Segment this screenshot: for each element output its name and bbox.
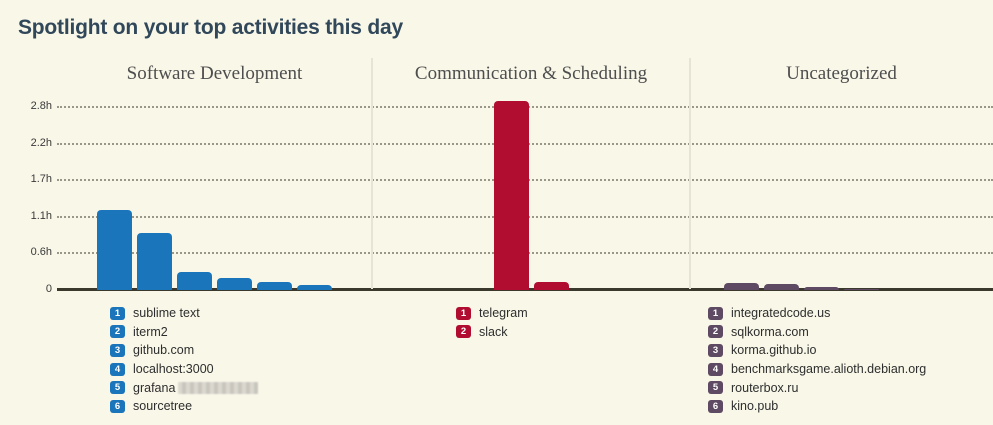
category-title-uncategorized: Uncategorized	[786, 63, 897, 84]
legend-rank-badge: 2	[110, 325, 125, 339]
legend-rank-badge: 6	[708, 399, 723, 413]
legend-item[interactable]: 3 korma.github.io	[708, 341, 926, 360]
legend-rank-badge: 1	[456, 306, 471, 320]
legend-uncategorized: 1 integratedcode.us 2 sqlkorma.com 3 korma.gi…	[708, 304, 926, 416]
bar-sqlkorma-com[interactable]	[764, 283, 799, 290]
legend-item-label: localhost:3000	[133, 362, 214, 377]
legend-rank-badge: 5	[110, 381, 125, 395]
page-title: Spotlight on your top activities this da…	[18, 16, 403, 39]
legend-item-label: grafana	[133, 380, 176, 395]
legend-item[interactable]: 3 github.com	[110, 341, 258, 360]
legend-rank-badge: 3	[110, 343, 125, 357]
y-axis-tick-label: 2.2h	[30, 136, 52, 149]
legend-item[interactable]: 1 sublime text	[110, 304, 258, 323]
legend-item-label: benchmarksgame.alioth.debian.org	[731, 362, 927, 377]
category-separator-line	[689, 58, 691, 289]
legend-item-label: sourcetree	[133, 399, 193, 414]
legend-item[interactable]: 4 localhost:3000	[110, 360, 258, 379]
bar-telegram[interactable]	[493, 100, 529, 290]
legend-item[interactable]: 4 benchmarksgame.alioth.debian.org	[708, 360, 926, 379]
legend-item-label: telegram	[479, 306, 528, 321]
legend-item[interactable]: 6 kino.pub	[708, 397, 926, 416]
legend-item-label: sqlkorma.com	[731, 324, 809, 339]
blurred-redaction	[178, 381, 259, 394]
legend-rank-badge: 3	[708, 343, 723, 357]
bar-korma-github-io[interactable]	[804, 286, 839, 290]
legend-item[interactable]: 1 telegram	[456, 304, 528, 323]
legend-item-label: integratedcode.us	[731, 306, 831, 321]
legend-rank-badge: 2	[456, 325, 471, 339]
y-axis-tick-label: 1.7h	[30, 173, 52, 186]
bar-slack[interactable]	[533, 281, 569, 290]
category-title-software-development: Software Development	[126, 63, 303, 84]
legend-software-development: 1 sublime text 2 iterm2 3 github.com 4 localhos…	[110, 304, 259, 416]
category-separator-line	[371, 58, 373, 289]
legend-item[interactable]: 5 grafana	[110, 378, 259, 397]
bar-localhost-3000[interactable]	[217, 278, 252, 290]
legend-rank-badge: 1	[708, 306, 723, 320]
bar-iterm2[interactable]	[137, 232, 172, 290]
bar-sourcetree[interactable]	[297, 285, 332, 290]
y-axis-tick-label: 0.6h	[30, 246, 52, 259]
legend-item-label: routerbox.ru	[731, 380, 799, 395]
legend-rank-badge: 4	[708, 362, 723, 376]
legend-item[interactable]: 5 routerbox.ru	[708, 378, 926, 397]
legend-item[interactable]: 1 integratedcode.us	[708, 304, 926, 323]
legend-item-label: github.com	[133, 343, 195, 358]
legend-item-label: kino.pub	[731, 399, 779, 414]
legend-item-label: korma.github.io	[731, 343, 817, 358]
legend-rank-badge: 6	[110, 399, 125, 413]
bar-integratedcode-us[interactable]	[724, 282, 759, 290]
legend-item-label: sublime text	[133, 306, 200, 321]
category-title-communication-scheduling: Communication & Scheduling	[414, 63, 648, 84]
y-axis-tick-label: 0	[45, 283, 52, 295]
legend-item[interactable]: 6 sourcetree	[110, 397, 258, 416]
legend-communication-scheduling: 1 telegram 2 slack	[456, 304, 528, 341]
legend-item[interactable]: 2 slack	[456, 323, 528, 342]
legend-rank-badge: 5	[708, 381, 723, 395]
bar-sublime-text[interactable]	[97, 210, 132, 290]
legend-item[interactable]: 2 sqlkorma.com	[708, 323, 926, 342]
bar-benchmarksgame-alioth-debian-org[interactable]	[844, 288, 879, 290]
legend-item[interactable]: 2 iterm2	[110, 323, 258, 342]
legend-rank-badge: 2	[708, 325, 723, 339]
y-axis-tick-label: 2.8h	[30, 100, 52, 112]
legend-rank-badge: 4	[110, 362, 125, 376]
y-axis-tick-label: 1.1h	[30, 209, 52, 222]
legend-rank-badge: 1	[110, 306, 125, 320]
legend-item-label: slack	[479, 324, 508, 339]
bar-grafana[interactable]	[257, 281, 292, 290]
legend-item-label: iterm2	[133, 324, 168, 339]
bar-github-com[interactable]	[177, 272, 212, 290]
